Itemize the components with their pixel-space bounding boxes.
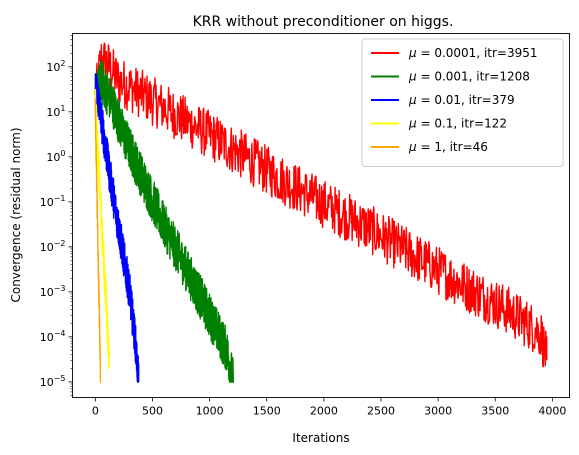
series-line-4 xyxy=(94,98,102,383)
series-line-1 xyxy=(94,60,235,383)
y-tick-label: 100 xyxy=(46,149,65,164)
chart-title: KRR without preconditioner on higgs. xyxy=(193,14,454,30)
x-tick-label: 1500 xyxy=(253,405,281,418)
y-tick-label: 10−2 xyxy=(40,239,66,254)
x-tick-label: 2500 xyxy=(367,405,395,418)
y-tick-label: 10−3 xyxy=(40,284,66,299)
y-tick-label: 10−1 xyxy=(40,194,66,209)
x-tick-label: 2000 xyxy=(310,405,338,418)
legend-entry: μ = 1, itr=46 xyxy=(408,140,488,154)
y-tick-label: 10−5 xyxy=(40,374,66,389)
legend-entry: μ = 0.1, itr=122 xyxy=(408,117,507,131)
x-tick-label: 1000 xyxy=(196,405,224,418)
y-axis: 10−5 10−4 10−3 10−2 10−1 100 101 102 xyxy=(40,35,73,396)
plot-area xyxy=(94,42,548,383)
x-tick-label: 4000 xyxy=(538,405,566,418)
x-axis: 0 500 1000 1500 2000 2500 3000 3500 4000 xyxy=(92,397,566,418)
y-tick-label: 102 xyxy=(46,59,65,74)
x-tick-label: 3500 xyxy=(481,405,509,418)
series-line-2 xyxy=(94,73,140,383)
x-axis-label: Iterations xyxy=(292,431,349,445)
legend-entry: μ = 0.01, itr=379 xyxy=(408,93,515,107)
series-line-3 xyxy=(94,89,110,369)
legend-entry: μ = 0.0001, itr=3951 xyxy=(408,46,538,60)
y-tick-label: 101 xyxy=(46,104,65,119)
x-tick-label: 500 xyxy=(142,405,163,418)
y-axis-label: Convergence (residual norm) xyxy=(9,127,23,302)
x-tick-label: 3000 xyxy=(424,405,452,418)
legend-box xyxy=(361,38,564,167)
x-tick-label: 0 xyxy=(92,405,99,418)
series-line-0 xyxy=(94,42,548,368)
legend: μ = 0.0001, itr=3951 μ = 0.001, itr=1208 μ… xyxy=(361,38,564,167)
y-tick-label: 10−4 xyxy=(40,329,66,344)
legend-entry: μ = 0.001, itr=1208 xyxy=(408,70,530,84)
